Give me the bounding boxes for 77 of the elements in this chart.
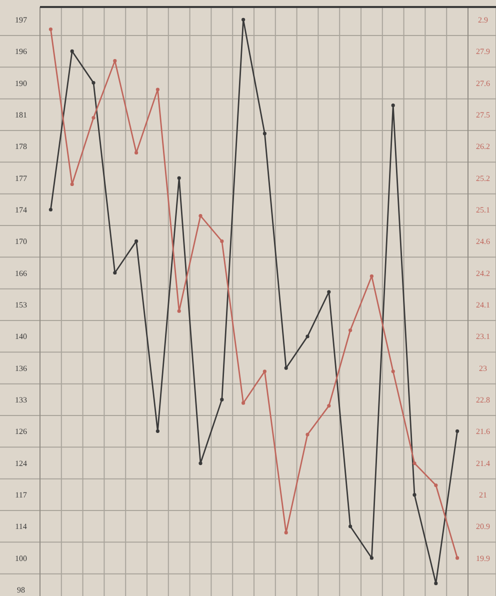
point [348,524,352,528]
point [92,80,96,85]
point [48,208,52,212]
text: 174 [15,205,27,214]
text: 19.9 [476,554,490,563]
point [134,150,138,154]
point [134,239,138,243]
point [198,461,202,466]
point [370,274,374,278]
text: 2.9 [478,15,488,24]
point [242,401,246,405]
point [391,370,395,374]
text: 140 [15,332,27,342]
point [262,132,266,136]
text: 24.6 [476,237,490,246]
point [70,182,74,186]
text: 170 [15,237,27,246]
point [348,328,352,332]
text: 25.2 [476,174,490,183]
point [220,239,224,243]
text: 24.1 [476,300,490,310]
text: 197 [15,15,27,24]
point [177,309,181,313]
text: 26.2 [476,142,490,152]
text: 25.1 [476,205,490,214]
point [262,370,266,374]
point [48,27,52,32]
text: 177 [15,174,27,183]
text: 22.8 [476,395,490,404]
point [156,88,160,92]
text: 166 [15,268,27,278]
text: 98 [17,585,25,594]
point [242,18,246,22]
point [306,432,310,436]
point [327,290,331,294]
point [370,556,374,560]
point [412,461,416,466]
point [327,404,331,408]
point [434,582,438,586]
text: 133 [15,395,27,404]
point [92,116,96,120]
point [70,49,74,54]
point [434,483,438,488]
text: 124 [15,458,27,468]
text: 196 [15,47,27,56]
text: 21.4 [476,458,490,468]
point [456,429,460,433]
point [306,334,310,338]
point [113,270,117,275]
text: 27.5 [476,110,490,120]
point [284,366,288,370]
text: 153 [15,300,27,310]
text: 136 [15,364,27,373]
text: 178 [15,142,27,152]
text: 114 [15,522,27,532]
text: 117 [15,490,27,500]
text: 126 [15,427,27,436]
point [284,530,288,534]
text: 23 [479,364,487,373]
text: 21.6 [476,427,490,436]
text: 20.9 [476,522,490,532]
point [456,556,460,560]
text: 23.1 [476,332,490,342]
point [177,176,181,180]
point [198,214,202,218]
text: 21 [479,490,487,500]
point [220,398,224,402]
text: 27.6 [476,78,490,88]
point [391,104,395,108]
text: 181 [15,110,27,120]
point [113,59,117,63]
point [156,429,160,433]
text: 100 [15,554,27,563]
text: 190 [15,78,27,88]
point [412,493,416,497]
text: 24.2 [476,268,490,278]
text: 27.9 [476,47,490,56]
